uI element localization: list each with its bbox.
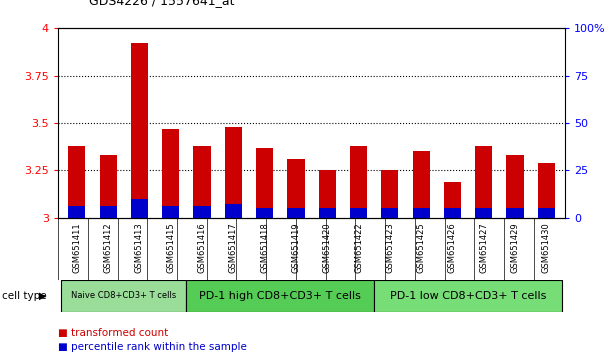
Text: GSM651430: GSM651430	[542, 223, 551, 273]
Bar	[194, 206, 211, 218]
Bar	[68, 146, 86, 218]
Bar	[507, 155, 524, 218]
Text: GSM651420: GSM651420	[323, 223, 332, 273]
Text: Naive CD8+CD3+ T cells: Naive CD8+CD3+ T cells	[71, 291, 177, 300]
Bar	[186, 280, 374, 312]
Bar	[538, 208, 555, 218]
Text: GSM651411: GSM651411	[72, 223, 81, 273]
Text: GSM651427: GSM651427	[479, 223, 488, 273]
Bar	[412, 152, 430, 218]
Text: GSM651415: GSM651415	[166, 223, 175, 273]
Bar	[61, 280, 186, 312]
Text: GSM651416: GSM651416	[197, 223, 207, 273]
Bar	[194, 146, 211, 218]
Bar	[475, 146, 492, 218]
Bar	[256, 148, 273, 218]
Text: ■ transformed count: ■ transformed count	[58, 328, 168, 338]
Bar	[68, 206, 86, 218]
Bar	[475, 208, 492, 218]
Bar	[350, 208, 367, 218]
Bar	[225, 205, 242, 218]
Text: GSM651426: GSM651426	[448, 223, 457, 273]
Text: ■ percentile rank within the sample: ■ percentile rank within the sample	[58, 342, 247, 352]
Bar	[381, 208, 398, 218]
Bar	[100, 206, 117, 218]
Bar	[162, 206, 180, 218]
Bar	[319, 170, 336, 218]
Text: GSM651425: GSM651425	[417, 223, 426, 273]
Bar	[256, 208, 273, 218]
Bar	[131, 44, 148, 218]
Text: PD-1 high CD8+CD3+ T cells: PD-1 high CD8+CD3+ T cells	[199, 291, 361, 301]
Bar	[225, 127, 242, 218]
Bar	[444, 182, 461, 218]
Bar	[507, 208, 524, 218]
Bar	[538, 163, 555, 218]
Bar	[412, 208, 430, 218]
Bar	[287, 208, 304, 218]
Text: ▶: ▶	[38, 291, 46, 301]
Bar	[162, 129, 180, 218]
Bar	[131, 199, 148, 218]
Bar	[374, 280, 562, 312]
Text: GSM651429: GSM651429	[511, 223, 519, 273]
Text: GSM651417: GSM651417	[229, 223, 238, 273]
Text: GSM651419: GSM651419	[291, 223, 301, 273]
Text: GSM651423: GSM651423	[386, 223, 394, 273]
Text: GSM651413: GSM651413	[135, 223, 144, 273]
Text: GDS4226 / 1557641_at: GDS4226 / 1557641_at	[89, 0, 234, 7]
Bar	[100, 155, 117, 218]
Bar	[287, 159, 304, 218]
Text: GSM651412: GSM651412	[104, 223, 112, 273]
Text: GSM651422: GSM651422	[354, 223, 363, 273]
Text: cell type: cell type	[2, 291, 46, 301]
Bar	[444, 208, 461, 218]
Text: PD-1 low CD8+CD3+ T cells: PD-1 low CD8+CD3+ T cells	[390, 291, 546, 301]
Text: GSM651418: GSM651418	[260, 223, 269, 273]
Bar	[319, 208, 336, 218]
Bar	[350, 146, 367, 218]
Bar	[381, 170, 398, 218]
